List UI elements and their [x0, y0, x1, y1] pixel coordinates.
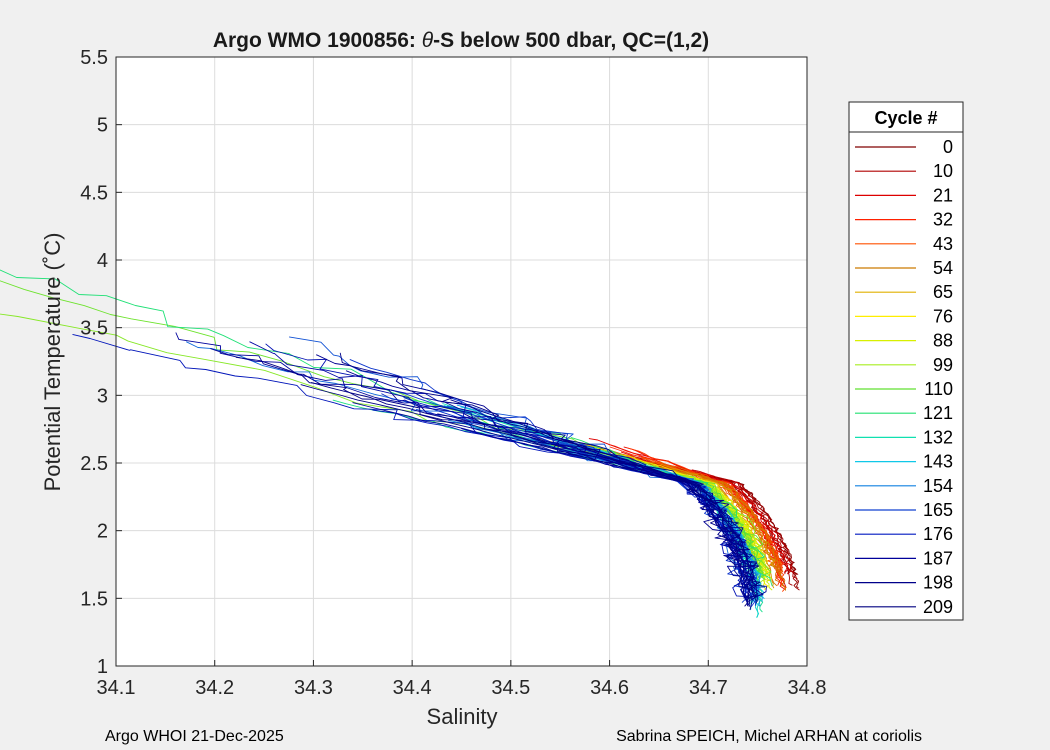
x-tick-label: 34.1 [97, 677, 136, 699]
legend-items: 0 10 21 32 43 54 65 76 88 99 110 121 132 143 154 165 176… [855, 137, 953, 617]
y-tick-label: 2.5 [80, 453, 108, 475]
legend-label: 143 [923, 452, 953, 472]
legend-label: 0 [943, 137, 953, 157]
x-tick-label: 34.8 [788, 677, 827, 699]
x-tick-label: 34.3 [294, 677, 333, 699]
title-prefix: Argo WMO 1900856: [213, 29, 422, 52]
x-tick-label: 34.7 [689, 677, 728, 699]
legend-label: 65 [933, 282, 953, 302]
legend-label: 187 [923, 548, 953, 568]
y-tick-label: 3 [97, 385, 108, 407]
legend-label: 10 [933, 161, 953, 181]
x-axis-label: Salinity [427, 704, 498, 729]
plot-area [116, 57, 807, 666]
profile-curve [583, 444, 765, 567]
curves [0, 269, 800, 618]
profile-curve [699, 479, 765, 580]
x-tick-label: 34.4 [393, 677, 432, 699]
x-tick-label: 34.6 [590, 677, 629, 699]
legend-label: 209 [923, 597, 953, 617]
profile-curve [548, 434, 757, 600]
y-axis-label: Potential Temperature (˚C) [40, 233, 65, 492]
profile-curve [300, 384, 749, 607]
x-tick-label: 34.5 [491, 677, 530, 699]
profile-curve [660, 463, 776, 567]
legend-label: 32 [933, 210, 953, 230]
title-theta: θ [422, 29, 434, 52]
legend-label: 121 [923, 403, 953, 423]
chart-title: Argo WMO 1900856: θ-S below 500 dbar, QC… [213, 29, 709, 52]
legend-label: 165 [923, 500, 953, 520]
y-tick-label: 5 [97, 115, 108, 137]
legend-label: 76 [933, 306, 953, 326]
legend-title: Cycle # [874, 108, 937, 128]
profile-curve [506, 421, 765, 600]
legend-label: 110 [924, 379, 953, 399]
legend-label: 132 [923, 427, 953, 447]
profile-curve [339, 352, 753, 611]
y-tick-label: 1.5 [80, 588, 108, 610]
y-ticks: 1 1.5 2 2.5 3 3.5 4 4.5 5 5.5 [80, 47, 122, 678]
legend-label: 176 [923, 524, 953, 544]
legend-label: 154 [923, 476, 953, 496]
profile-curve [235, 356, 761, 601]
y-tick-label: 2 [97, 521, 108, 543]
x-ticks: 34.1 34.2 34.3 34.4 34.5 34.6 34.7 34.8 [97, 660, 827, 699]
y-tick-label: 4 [97, 250, 108, 272]
legend-label: 198 [923, 573, 953, 593]
title-suffix: -S below 500 dbar, QC=(1,2) [433, 29, 709, 52]
y-tick-label: 1 [97, 656, 108, 678]
plot-frame [115, 56, 808, 667]
legend-label: 99 [933, 355, 953, 375]
y-tick-label: 5.5 [80, 47, 108, 69]
profile-curve [381, 393, 749, 605]
profile-curve [691, 469, 794, 574]
y-tick-label: 3.5 [80, 318, 108, 340]
y-tick-label: 4.5 [80, 182, 108, 204]
legend-label: 21 [933, 185, 953, 205]
legend-label: 54 [933, 258, 953, 278]
legend-label: 43 [933, 234, 953, 254]
legend-label: 88 [933, 331, 953, 351]
profile-curve [659, 466, 786, 591]
x-tick-label: 34.2 [195, 677, 234, 699]
footer-left: Argo WHOI 21-Dec-2025 [105, 728, 284, 745]
legend: Cycle # 0 10 21 32 43 54 65 76 88 99 110 121 132 143 1… [848, 101, 964, 621]
profile-curve [310, 381, 752, 607]
footer-right: Sabrina SPEICH, Michel ARHAN at coriolis [616, 728, 922, 745]
